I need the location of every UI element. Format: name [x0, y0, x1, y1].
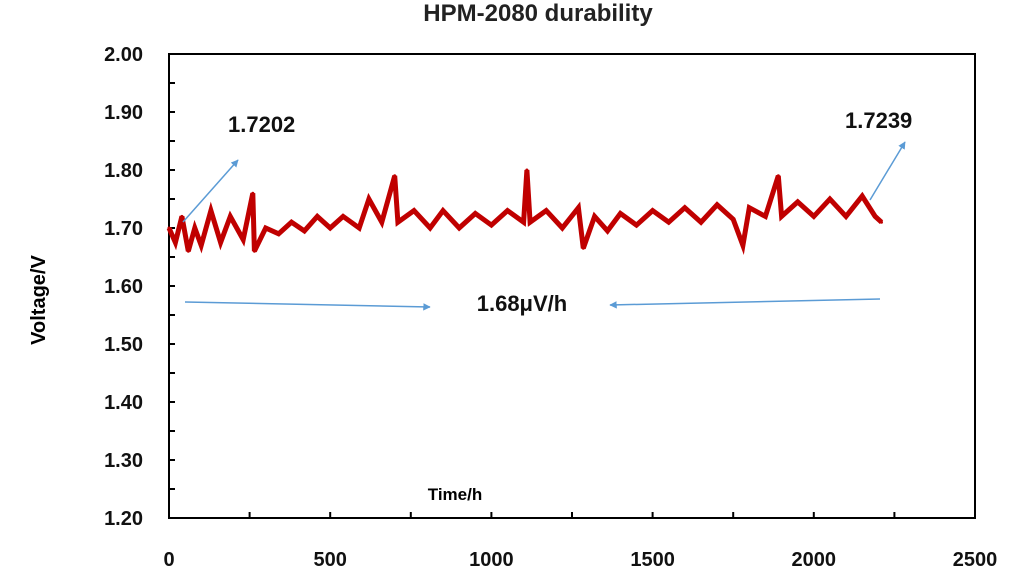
x-tick-label: 0	[163, 549, 174, 571]
voltage-data-point	[380, 220, 384, 224]
voltage-data-point	[264, 226, 268, 230]
voltage-data-point	[618, 212, 622, 215]
voltage-data-point	[473, 212, 477, 215]
x-axis-label: Time/h	[428, 485, 482, 504]
voltage-data-point	[228, 214, 232, 218]
voltage-data-point	[605, 229, 609, 233]
voltage-data-point	[667, 220, 671, 224]
end-value-label: 1.7239	[845, 108, 912, 133]
voltage-data-point	[699, 220, 703, 224]
x-tick-label: 1500	[630, 549, 675, 571]
voltage-data-point	[367, 197, 371, 201]
y-tick-label: 1.60	[104, 276, 143, 298]
voltage-data-point	[780, 214, 784, 218]
y-tick-label: 1.40	[104, 392, 143, 414]
voltage-data-point	[593, 214, 597, 218]
voltage-data-point	[219, 241, 223, 244]
voltage-data-point	[241, 238, 245, 242]
y-tick-label: 1.50	[104, 334, 143, 356]
rate-arrow-right	[609, 298, 881, 309]
voltage-data-point	[328, 226, 332, 230]
voltage-data-point	[747, 206, 751, 210]
start-value-label: 1.7202	[228, 112, 295, 137]
voltage-data-point	[290, 220, 294, 224]
x-tick-label: 1000	[469, 549, 514, 571]
rate-arrow-left	[184, 301, 431, 311]
voltage-data-point	[277, 232, 281, 236]
voltage-data-point	[522, 220, 526, 224]
voltage-data-point	[560, 226, 564, 230]
voltage-data-point	[315, 214, 319, 218]
y-tick-label: 1.80	[104, 160, 143, 182]
voltage-data-point	[828, 197, 832, 201]
voltage-data-point	[412, 209, 416, 213]
y-tick-label: 2.00	[104, 44, 143, 66]
voltage-data-point	[634, 223, 638, 227]
voltage-data-point	[341, 214, 345, 218]
x-tick-label: 2000	[792, 549, 837, 571]
voltage-data-point	[776, 174, 780, 178]
voltage-data-point	[357, 226, 361, 230]
voltage-data-point	[393, 174, 397, 178]
voltage-data-point	[860, 194, 864, 198]
voltage-data-point	[441, 209, 445, 213]
voltage-data-point	[180, 214, 184, 218]
voltage-data-point	[880, 220, 884, 224]
voltage-data-point	[252, 249, 256, 253]
rate-label: 1.68μV/h	[477, 291, 568, 316]
chart-title: HPM-2080 durability	[423, 0, 653, 27]
voltage-data-point	[796, 200, 800, 204]
voltage-data-point	[581, 246, 585, 250]
voltage-data-point	[731, 217, 735, 221]
voltage-data-point	[251, 191, 255, 195]
voltage-data-point	[506, 209, 510, 213]
voltage-data-point	[193, 226, 197, 230]
x-tick-label: 2500	[953, 549, 998, 571]
voltage-data-point	[525, 168, 529, 172]
y-tick-label: 1.30	[104, 450, 143, 472]
voltage-data-point	[763, 214, 767, 218]
voltage-data-point	[199, 243, 203, 247]
start-arrow	[182, 159, 239, 223]
voltage-data-point	[489, 223, 493, 227]
end-arrow	[869, 141, 906, 201]
voltage-data-point	[528, 220, 532, 224]
voltage-data-point	[651, 209, 655, 213]
voltage-data-point	[844, 214, 848, 218]
voltage-series-line	[166, 169, 884, 256]
y-axis-label: Voltage/V	[28, 255, 50, 345]
voltage-data-point	[186, 249, 190, 253]
voltage-data-point	[302, 229, 306, 233]
voltage-data-point	[741, 243, 745, 247]
voltage-data-point	[167, 226, 171, 230]
voltage-data-point	[576, 206, 580, 210]
voltage-data-point	[428, 226, 432, 230]
voltage-data-point	[396, 220, 400, 224]
x-tick-label: 500	[314, 549, 347, 571]
y-tick-label: 1.20	[104, 508, 143, 530]
voltage-data-point	[544, 209, 548, 213]
voltage-data-point	[715, 203, 719, 207]
y-tick-label: 1.90	[104, 102, 143, 124]
voltage-data-point	[683, 206, 687, 210]
voltage-data-point	[873, 214, 877, 218]
y-tick-label: 1.70	[104, 218, 143, 240]
voltage-data-point	[173, 241, 177, 244]
voltage-data-point	[209, 209, 213, 213]
voltage-data-point	[457, 226, 461, 230]
voltage-data-point	[812, 214, 816, 218]
